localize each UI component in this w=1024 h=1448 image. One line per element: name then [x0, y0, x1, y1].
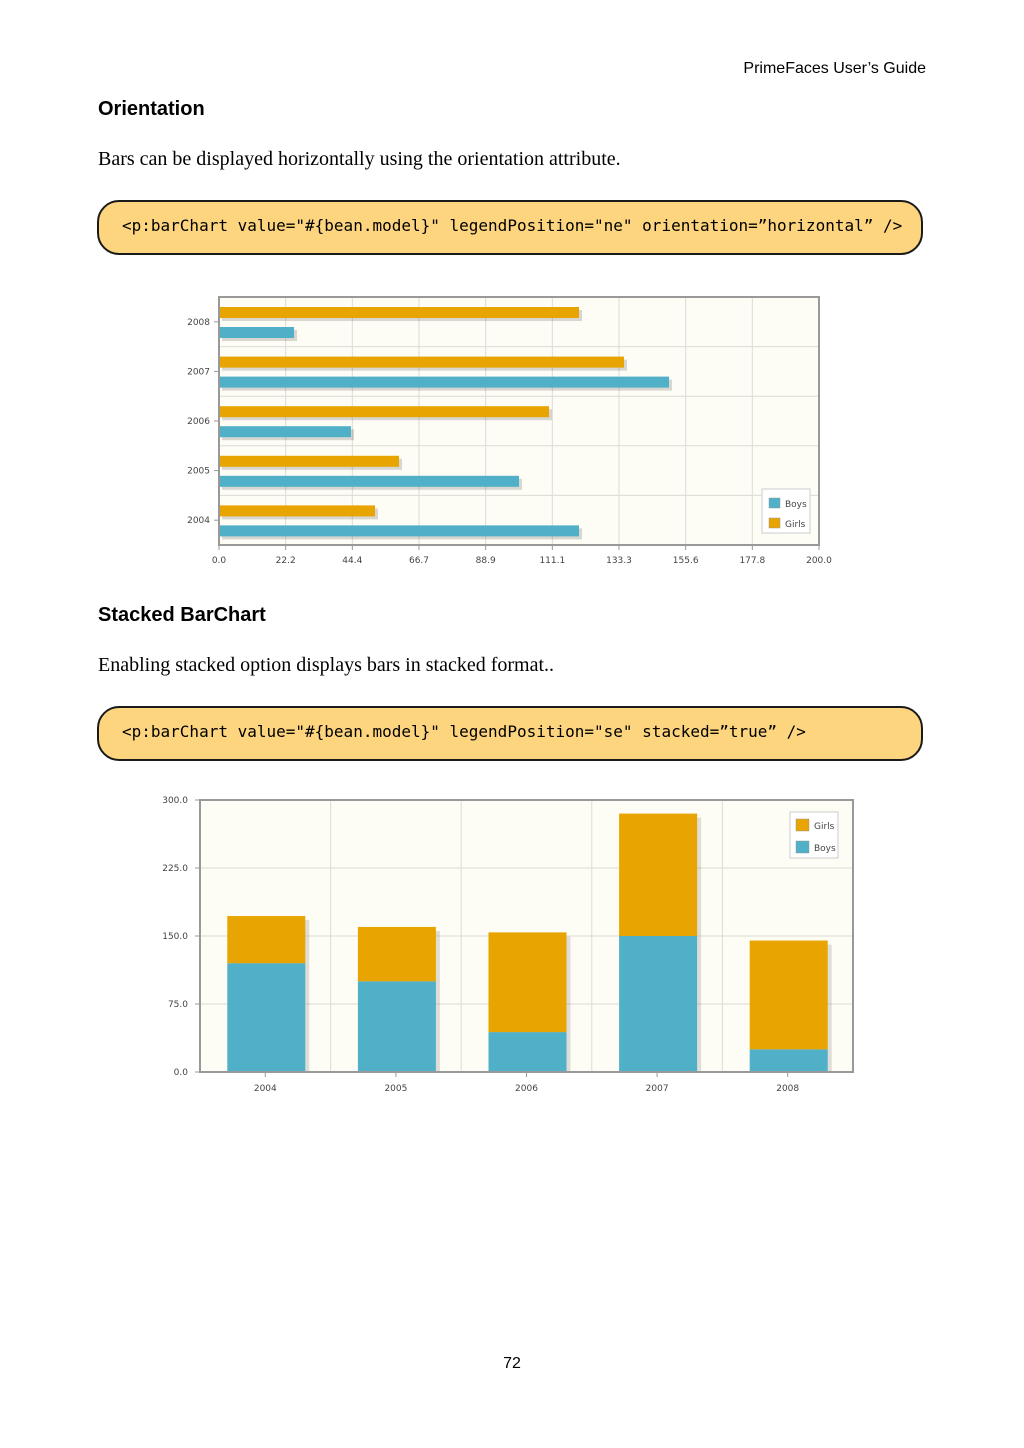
legend-label-boys: Boys	[814, 844, 836, 854]
section-text-stacked: Enabling stacked option displays bars in…	[98, 654, 555, 676]
bar-boys-2005	[357, 981, 436, 1072]
bar-girls-2005	[357, 926, 436, 982]
y-tick-label: 300.0	[162, 796, 188, 806]
code-snippet-orientation: <p:barChart value="#{bean.model}" legend…	[122, 216, 903, 235]
bar-boys-2008	[749, 1049, 828, 1072]
x-tick-label: 2006	[515, 1084, 538, 1094]
x-tick-label: 2004	[254, 1084, 277, 1094]
legend-label-girls: Girls	[814, 822, 835, 832]
code-box-orientation: <p:barChart value="#{bean.model}" legend…	[97, 200, 923, 255]
y-tick-label: 2007	[187, 367, 210, 377]
x-tick-label: 66.7	[409, 556, 429, 566]
bar-girls-2005	[219, 455, 399, 467]
legend-swatch-boys	[768, 497, 781, 509]
bar-boys-2006	[219, 426, 351, 438]
plot-border	[199, 799, 854, 1073]
bar-boys-2007	[219, 376, 669, 388]
legend-swatch-boys	[795, 840, 810, 854]
section-heading-orientation: Orientation	[98, 98, 205, 120]
bar-girls-2007	[219, 356, 624, 368]
y-tick-label: 75.0	[168, 1000, 188, 1010]
plot-border	[218, 296, 820, 546]
legend-swatch-girls	[768, 517, 781, 529]
bar-girls-2008	[749, 940, 828, 1050]
x-tick-label: 2005	[384, 1084, 407, 1094]
bar-boys-2007	[619, 936, 698, 1072]
bar-boys-2006	[488, 1032, 567, 1072]
stacked-bar-chart: 0.0 75.0 150.0 225.0 300.0 2004 2005 2006 2007 20…	[162, 796, 854, 1094]
x-tick-label: 0.0	[212, 556, 227, 566]
y-tick-label: 2008	[187, 318, 210, 328]
y-tick-label: 2005	[187, 467, 210, 477]
x-tick-label: 2007	[646, 1084, 669, 1094]
x-tick-label: 155.6	[673, 556, 699, 566]
x-tick-label: 177.8	[739, 556, 765, 566]
x-tick-label: 22.2	[276, 556, 296, 566]
y-tick-label: 2006	[187, 417, 210, 427]
x-tick-label: 200.0	[806, 556, 832, 566]
bar-boys-2008	[219, 327, 294, 338]
legend-label-boys: Boys	[785, 500, 807, 510]
bar-girls-2006	[488, 932, 567, 1033]
x-tick-label: 133.3	[606, 556, 632, 566]
section-text-orientation: Bars can be displayed horizontally using…	[98, 148, 621, 170]
bar-boys-2004	[227, 963, 306, 1072]
plot-area	[219, 297, 819, 545]
running-header: PrimeFaces User’s Guide	[743, 60, 926, 77]
section-heading-stacked: Stacked BarChart	[98, 604, 266, 626]
page-number: 72	[503, 1355, 521, 1372]
code-box-stacked: <p:barChart value="#{bean.model}" legend…	[97, 706, 923, 761]
y-tick-label: 0.0	[174, 1068, 189, 1078]
bar-girls-2008	[219, 307, 579, 318]
y-tick-label: 150.0	[162, 932, 188, 942]
code-snippet-stacked: <p:barChart value="#{bean.model}" legend…	[122, 722, 806, 741]
legend-swatch-girls	[795, 818, 810, 832]
y-tick-label: 225.0	[162, 864, 188, 874]
bar-girls-2006	[219, 406, 549, 418]
bar-girls-2004	[227, 916, 306, 964]
x-tick-label: 111.1	[539, 556, 565, 566]
bar-girls-2004	[219, 505, 375, 517]
bar-boys-2005	[219, 475, 519, 487]
bar-girls-2007	[619, 813, 698, 936]
horizontal-bar-chart: 0.0 22.2 44.4 66.7 88.9 111.1 133.3 155.6 177.8 2…	[187, 296, 832, 566]
legend-label-girls: Girls	[785, 520, 806, 530]
bar-boys-2004	[219, 525, 579, 537]
x-tick-label: 2008	[776, 1084, 799, 1094]
x-tick-label: 44.4	[342, 556, 362, 566]
y-tick-label: 2004	[187, 516, 210, 526]
x-tick-label: 88.9	[476, 556, 496, 566]
